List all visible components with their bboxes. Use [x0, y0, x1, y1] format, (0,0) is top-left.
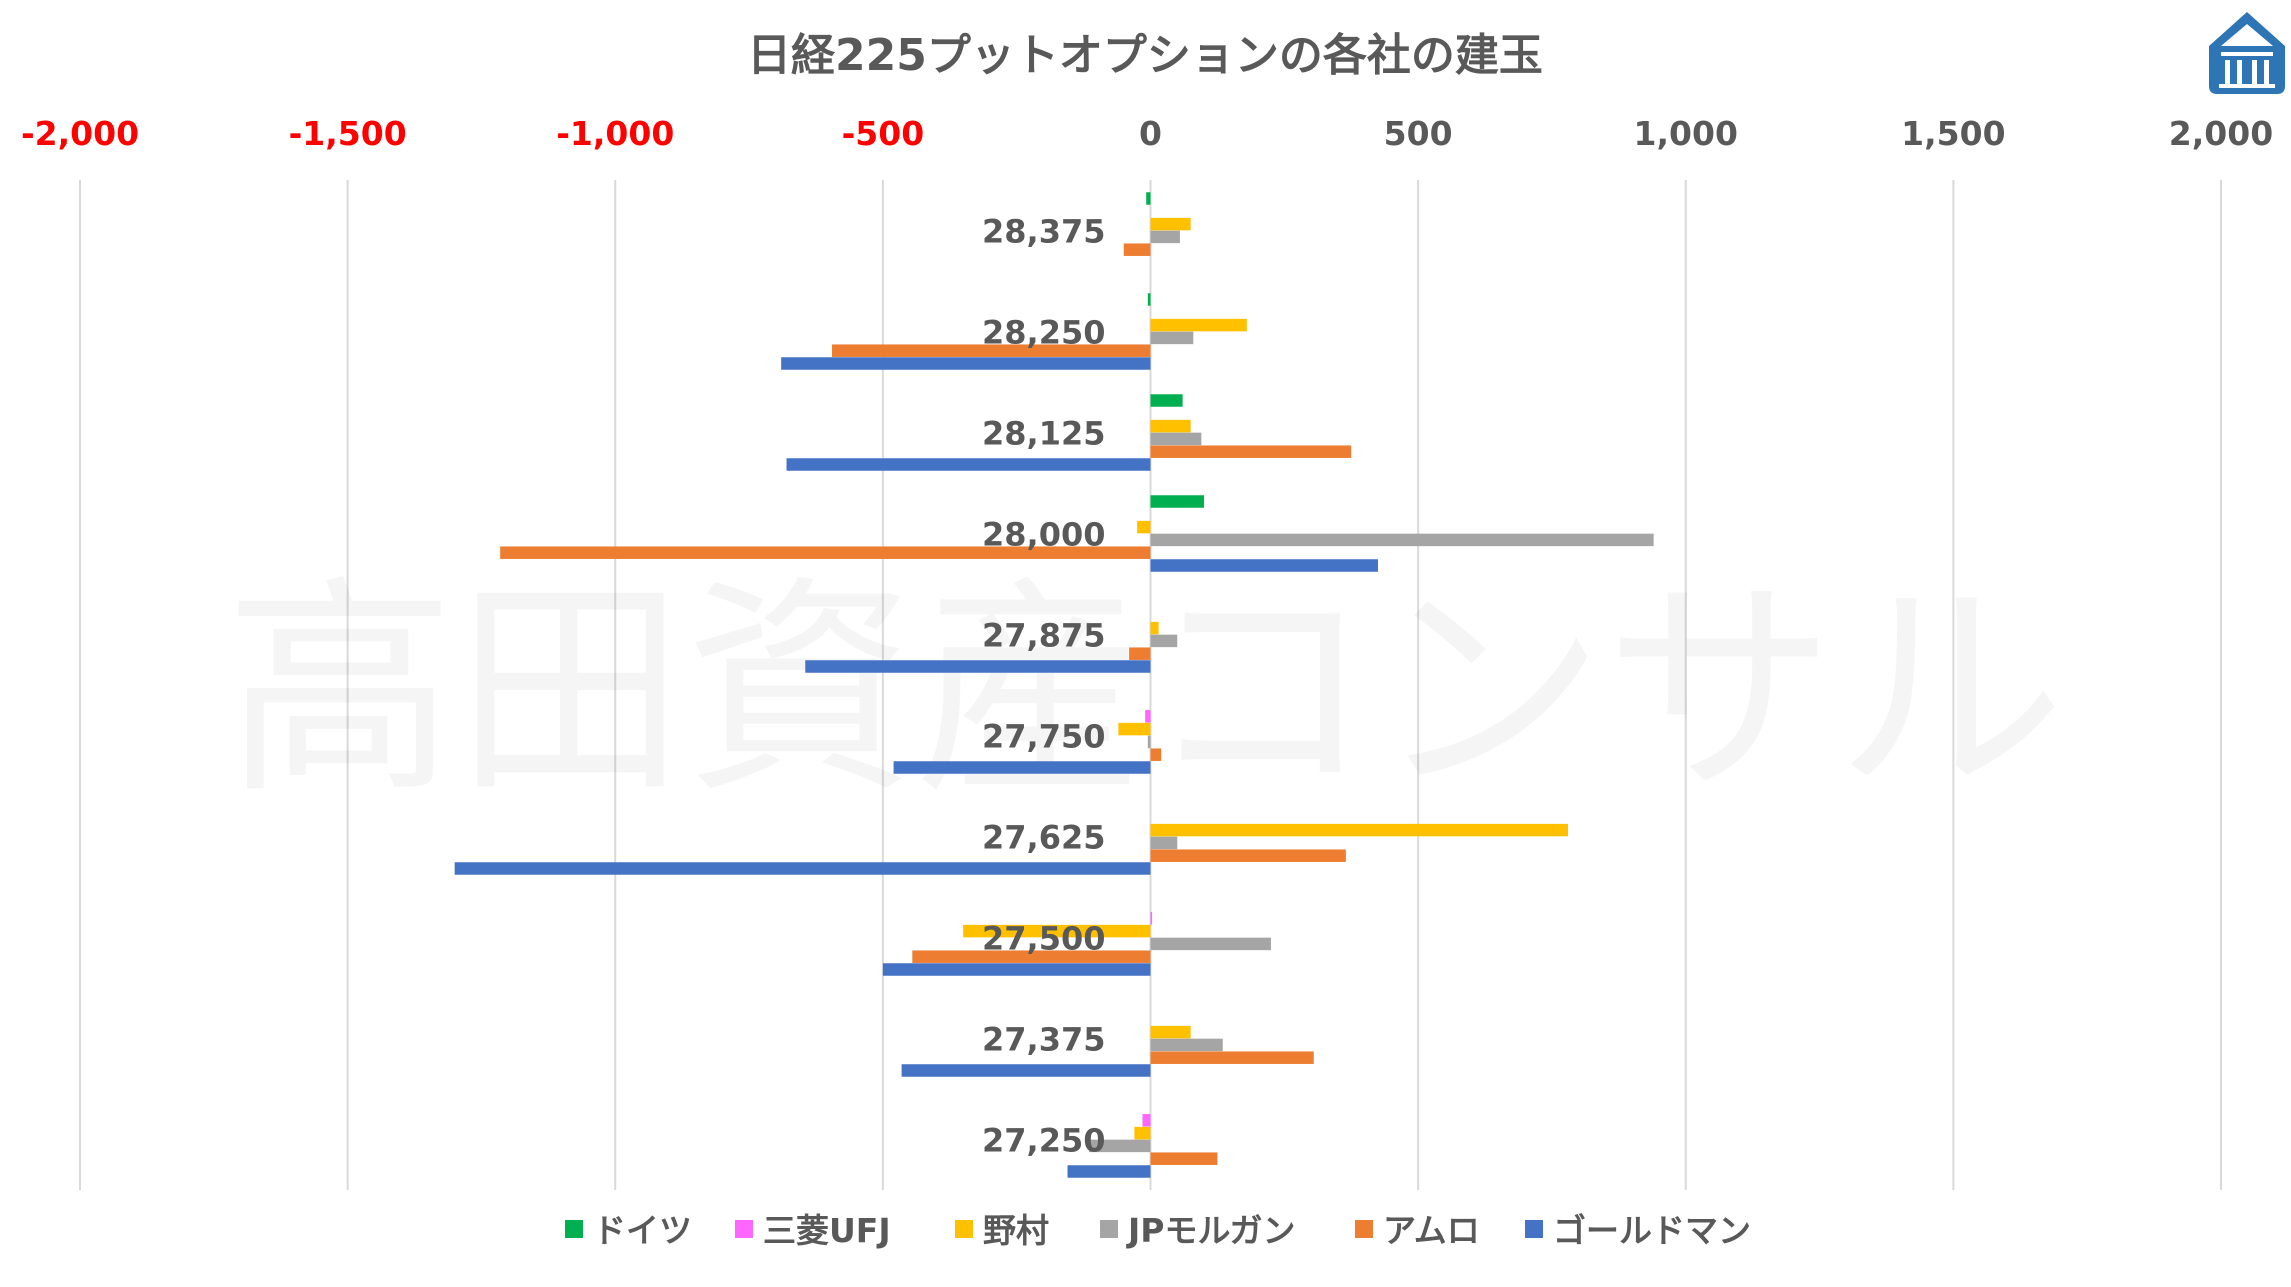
- bar-5-3: [1150, 559, 1378, 572]
- legend-label: JPモルガン: [1126, 1211, 1295, 1250]
- logo-icon: [2209, 12, 2285, 94]
- chart-title: 日経225プットオプションの各社の建玉: [747, 30, 1543, 81]
- category-label: 28,125: [982, 415, 1105, 453]
- bar-4-8: [1150, 1051, 1314, 1064]
- category-labels: 28,375 28,250 28,125 28,000 27,875 27,750 27,6…: [982, 213, 1105, 1160]
- bar-4-9: [1150, 1152, 1218, 1165]
- bar-5-8: [901, 1064, 1151, 1077]
- bars: [454, 192, 1654, 1178]
- x-tick-label: -1,500: [289, 114, 407, 153]
- bar-3-7: [1150, 937, 1271, 951]
- bar-2-5: [1118, 722, 1151, 736]
- bar-5-7: [882, 963, 1151, 976]
- bar-5-9: [1067, 1165, 1151, 1178]
- bar-4-4: [1129, 647, 1151, 660]
- x-tick-label: 1,500: [1901, 114, 2005, 153]
- bar-3-2: [1150, 432, 1202, 446]
- category-label: 28,250: [982, 314, 1105, 352]
- bar-4-6: [1150, 849, 1346, 862]
- bar-3-4: [1150, 634, 1178, 648]
- bar-2-2: [1150, 419, 1191, 433]
- bar-4-1: [832, 344, 1151, 357]
- bar-2-6: [1150, 823, 1568, 837]
- legend-swatch: [565, 1220, 583, 1238]
- x-tick-label: -500: [842, 114, 925, 153]
- x-tick-label: 1,000: [1634, 114, 1738, 153]
- bar-1-5: [1145, 710, 1151, 723]
- x-tick-label: 2,000: [2169, 114, 2273, 153]
- bar-0-0: [1146, 192, 1151, 205]
- x-axis-ticks: -2,000 -1,500 -1,000 -500 0 500 1,000 1,500 2,00…: [21, 114, 2273, 153]
- bar-3-8: [1150, 1038, 1223, 1052]
- bar-2-9: [1134, 1126, 1151, 1140]
- x-tick-label: 0: [1139, 114, 1162, 153]
- bar-3-9: [1088, 1139, 1151, 1153]
- category-label: 28,000: [982, 516, 1105, 554]
- bar-2-0: [1150, 217, 1191, 231]
- x-tick-label: 500: [1384, 114, 1453, 153]
- category-label: 27,875: [982, 617, 1105, 655]
- legend-swatch: [1355, 1220, 1373, 1238]
- bar-3-6: [1150, 836, 1178, 850]
- bar-2-7: [963, 924, 1151, 938]
- bar-0-2: [1150, 394, 1183, 407]
- legend-swatch: [735, 1220, 753, 1238]
- legend: ドイツ 三菱UFJ 野村 JPモルガン アムロ ゴールドマン: [565, 1211, 1751, 1250]
- x-tick-label: -1,000: [556, 114, 674, 153]
- legend-label: 三菱UFJ: [763, 1211, 891, 1250]
- category-label: 28,375: [982, 213, 1105, 251]
- bar-4-0: [1123, 243, 1151, 256]
- category-label: 27,500: [982, 920, 1105, 958]
- bar-1-7: [1150, 912, 1153, 925]
- legend-swatch: [1525, 1220, 1543, 1238]
- legend-swatch: [955, 1220, 973, 1238]
- bar-5-5: [893, 761, 1151, 774]
- category-label: 27,250: [982, 1122, 1105, 1160]
- bar-2-8: [1150, 1025, 1191, 1039]
- bar-5-2: [786, 458, 1151, 471]
- bar-3-3: [1150, 533, 1654, 547]
- bar-4-2: [1150, 445, 1352, 458]
- bar-1-9: [1142, 1114, 1151, 1127]
- category-label: 27,375: [982, 1021, 1105, 1059]
- category-label: 27,625: [982, 819, 1105, 857]
- x-tick-label: -2,000: [21, 114, 139, 153]
- bar-4-7: [912, 950, 1151, 963]
- bar-0-1: [1147, 293, 1151, 306]
- bar-2-1: [1150, 318, 1247, 332]
- watermark-text: 高田資産コンサル: [225, 558, 2065, 825]
- legend-label: ゴールドマン: [1553, 1211, 1751, 1250]
- legend-label: アムロ: [1383, 1211, 1480, 1250]
- legend-label: 野村: [983, 1211, 1049, 1250]
- bar-2-3: [1137, 520, 1151, 534]
- bar-3-1: [1150, 331, 1194, 345]
- legend-swatch: [1100, 1220, 1118, 1238]
- category-label: 27,750: [982, 718, 1105, 756]
- bar-4-3: [500, 546, 1151, 559]
- bar-2-4: [1150, 621, 1159, 635]
- bar-3-5: [1147, 735, 1151, 749]
- bar-5-4: [805, 660, 1151, 673]
- bar-0-3: [1150, 495, 1205, 508]
- legend-label: ドイツ: [593, 1211, 692, 1250]
- bar-5-1: [781, 357, 1151, 370]
- bar-3-0: [1150, 230, 1180, 244]
- bar-4-5: [1150, 748, 1162, 761]
- bar-5-6: [454, 862, 1151, 875]
